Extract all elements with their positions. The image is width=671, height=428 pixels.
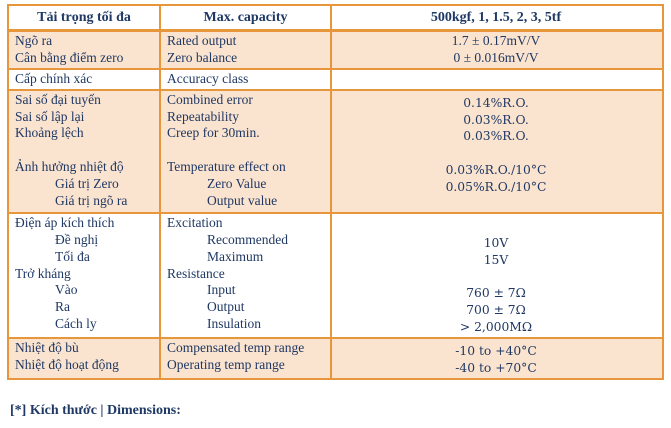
- cell-vi: Sai số đại tuyến Sai số lập lại Khoảng l…: [9, 90, 161, 212]
- cell-vi: Cấp chính xác: [9, 69, 161, 89]
- blank-line: [332, 218, 660, 235]
- label-en-sub: Zero Value: [207, 176, 267, 192]
- label-en-sub: Recommended: [207, 231, 288, 247]
- cell-values: 0.14%R.O. 0.03%R.O. 0.03%R.O. 0.03%R.O./…: [332, 91, 662, 212]
- row-excitation-resistance: Điện áp kích thích Đề nghị Tối đa Trở kh…: [9, 213, 662, 340]
- label-en-sub: Output value: [207, 193, 278, 209]
- cell-values: [332, 70, 662, 89]
- label-vi-sub: Cách ly: [55, 316, 97, 332]
- label-en: Repeatability: [167, 108, 239, 124]
- value: > 2,000MΩ: [459, 320, 533, 335]
- header-cell-capacity-value: 500kgf, 1, 1.5, 2, 3, 5tf: [430, 9, 562, 25]
- value: 10V: [483, 235, 509, 250]
- cell-vi: Điện áp kích thích Đề nghị Tối đa Trở kh…: [9, 213, 161, 338]
- dimensions-footnote: [*] Kích thước | Dimensions:: [10, 403, 181, 418]
- label-vi: Khoảng lệch: [15, 125, 84, 141]
- value: 760 ± 7Ω: [466, 286, 526, 301]
- label-en: Creep for 30min.: [167, 125, 260, 141]
- table-header-row: Tải trọng tối đa Max. capacity 500kgf, 1…: [9, 6, 662, 32]
- value: 0.14%R.O.: [463, 95, 529, 110]
- cell-values: 1.7 ± 0.17mV/V 0 ± 0.016mV/V: [332, 32, 662, 68]
- cell-values: -10 to +40°C -40 to +70°C: [332, 339, 662, 378]
- row-accuracy-class: Cấp chính xác Accuracy class: [9, 69, 662, 91]
- label-en: Excitation: [167, 214, 223, 230]
- label-vi: Sai số lập lại: [15, 108, 85, 124]
- value: 1.7 ± 0.17mV/V: [451, 33, 541, 48]
- cell-en: Rated output Zero balance: [161, 32, 332, 68]
- label-en-sub: Input: [207, 282, 236, 298]
- value: -40 to +70°C: [455, 361, 537, 376]
- row-temp-ranges: Nhiệt độ bù Nhiệt độ hoạt động Compensat…: [9, 339, 662, 378]
- label-en: Resistance: [167, 265, 225, 281]
- label-vi: Điện áp kích thích: [15, 214, 115, 230]
- label-en: Temperature effect on: [167, 159, 286, 175]
- value: 0 ± 0.016mV/V: [453, 49, 539, 65]
- label-vi-sub: Đề nghị: [55, 231, 99, 247]
- label-vi: Ngõ ra: [15, 33, 53, 48]
- label-vi-sub: Giá trị ngõ ra: [55, 193, 128, 209]
- row-error-temperature: Sai số đại tuyến Sai số lập lại Khoảng l…: [9, 90, 662, 214]
- value: -10 to +40°C: [455, 344, 537, 359]
- header-cell-english: Max. capacity: [161, 6, 332, 29]
- label-en: Combined error: [167, 91, 253, 107]
- label-vi-sub: Giá trị Zero: [55, 176, 119, 192]
- value: 0.03%R.O.: [463, 112, 529, 127]
- label-vi-sub: Ra: [55, 299, 70, 315]
- blank-line: [332, 269, 660, 286]
- label-vi: Trở kháng: [15, 265, 71, 281]
- label-vi: Ảnh hưởng nhiệt độ: [15, 159, 124, 175]
- blank-line: [332, 145, 660, 162]
- label-vi-sub: Vào: [55, 282, 78, 298]
- label-vi: Cân bằng điểm zero: [15, 49, 124, 65]
- label-en: Accuracy class: [167, 70, 249, 86]
- cell-vi: Ngõ ra Cân bằng điểm zero: [9, 32, 161, 68]
- blank-line: [167, 142, 330, 159]
- cell-en: Compensated temp range Operating temp ra…: [161, 339, 332, 378]
- label-vi: Cấp chính xác: [15, 70, 93, 86]
- spec-table: Tải trọng tối đa Max. capacity 500kgf, 1…: [7, 4, 664, 380]
- label-vi: Sai số đại tuyến: [15, 91, 101, 107]
- cell-en: Accuracy class: [161, 69, 332, 89]
- cell-en: Excitation Recommended Maximum Resistanc…: [161, 213, 332, 338]
- cell-vi: Nhiệt độ bù Nhiệt độ hoạt động: [9, 339, 161, 378]
- header-cell-vietnamese: Tải trọng tối đa: [9, 6, 161, 29]
- row-rated-output: Ngõ ra Cân bằng điểm zero Rated output Z…: [9, 32, 662, 70]
- label-en: Operating temp range: [167, 357, 285, 373]
- label-en: Zero balance: [167, 49, 238, 65]
- value: [332, 71, 660, 88]
- label-vi: Nhiệt độ bù: [15, 340, 79, 356]
- label-vi: Nhiệt độ hoạt động: [15, 357, 119, 373]
- label-en: Compensated temp range: [167, 340, 305, 356]
- value: 0.03%R.O.: [463, 129, 529, 144]
- value: 15V: [483, 252, 509, 267]
- label-en-sub: Output: [207, 299, 245, 315]
- label-en-sub: Maximum: [207, 248, 264, 264]
- value: 700 ± 7Ω: [466, 303, 526, 318]
- cell-values: 10V 15V 760 ± 7Ω 700 ± 7Ω > 2,000MΩ: [332, 214, 662, 337]
- cell-en: Combined error Repeatability Creep for 3…: [161, 90, 332, 212]
- value: 0.03%R.O./10°C: [445, 163, 547, 178]
- label-en: Rated output: [167, 33, 237, 48]
- label-en-sub: Insulation: [207, 316, 261, 332]
- label-vi-sub: Tối đa: [55, 248, 90, 264]
- blank-line: [15, 142, 159, 159]
- value: 0.05%R.O./10°C: [445, 180, 547, 195]
